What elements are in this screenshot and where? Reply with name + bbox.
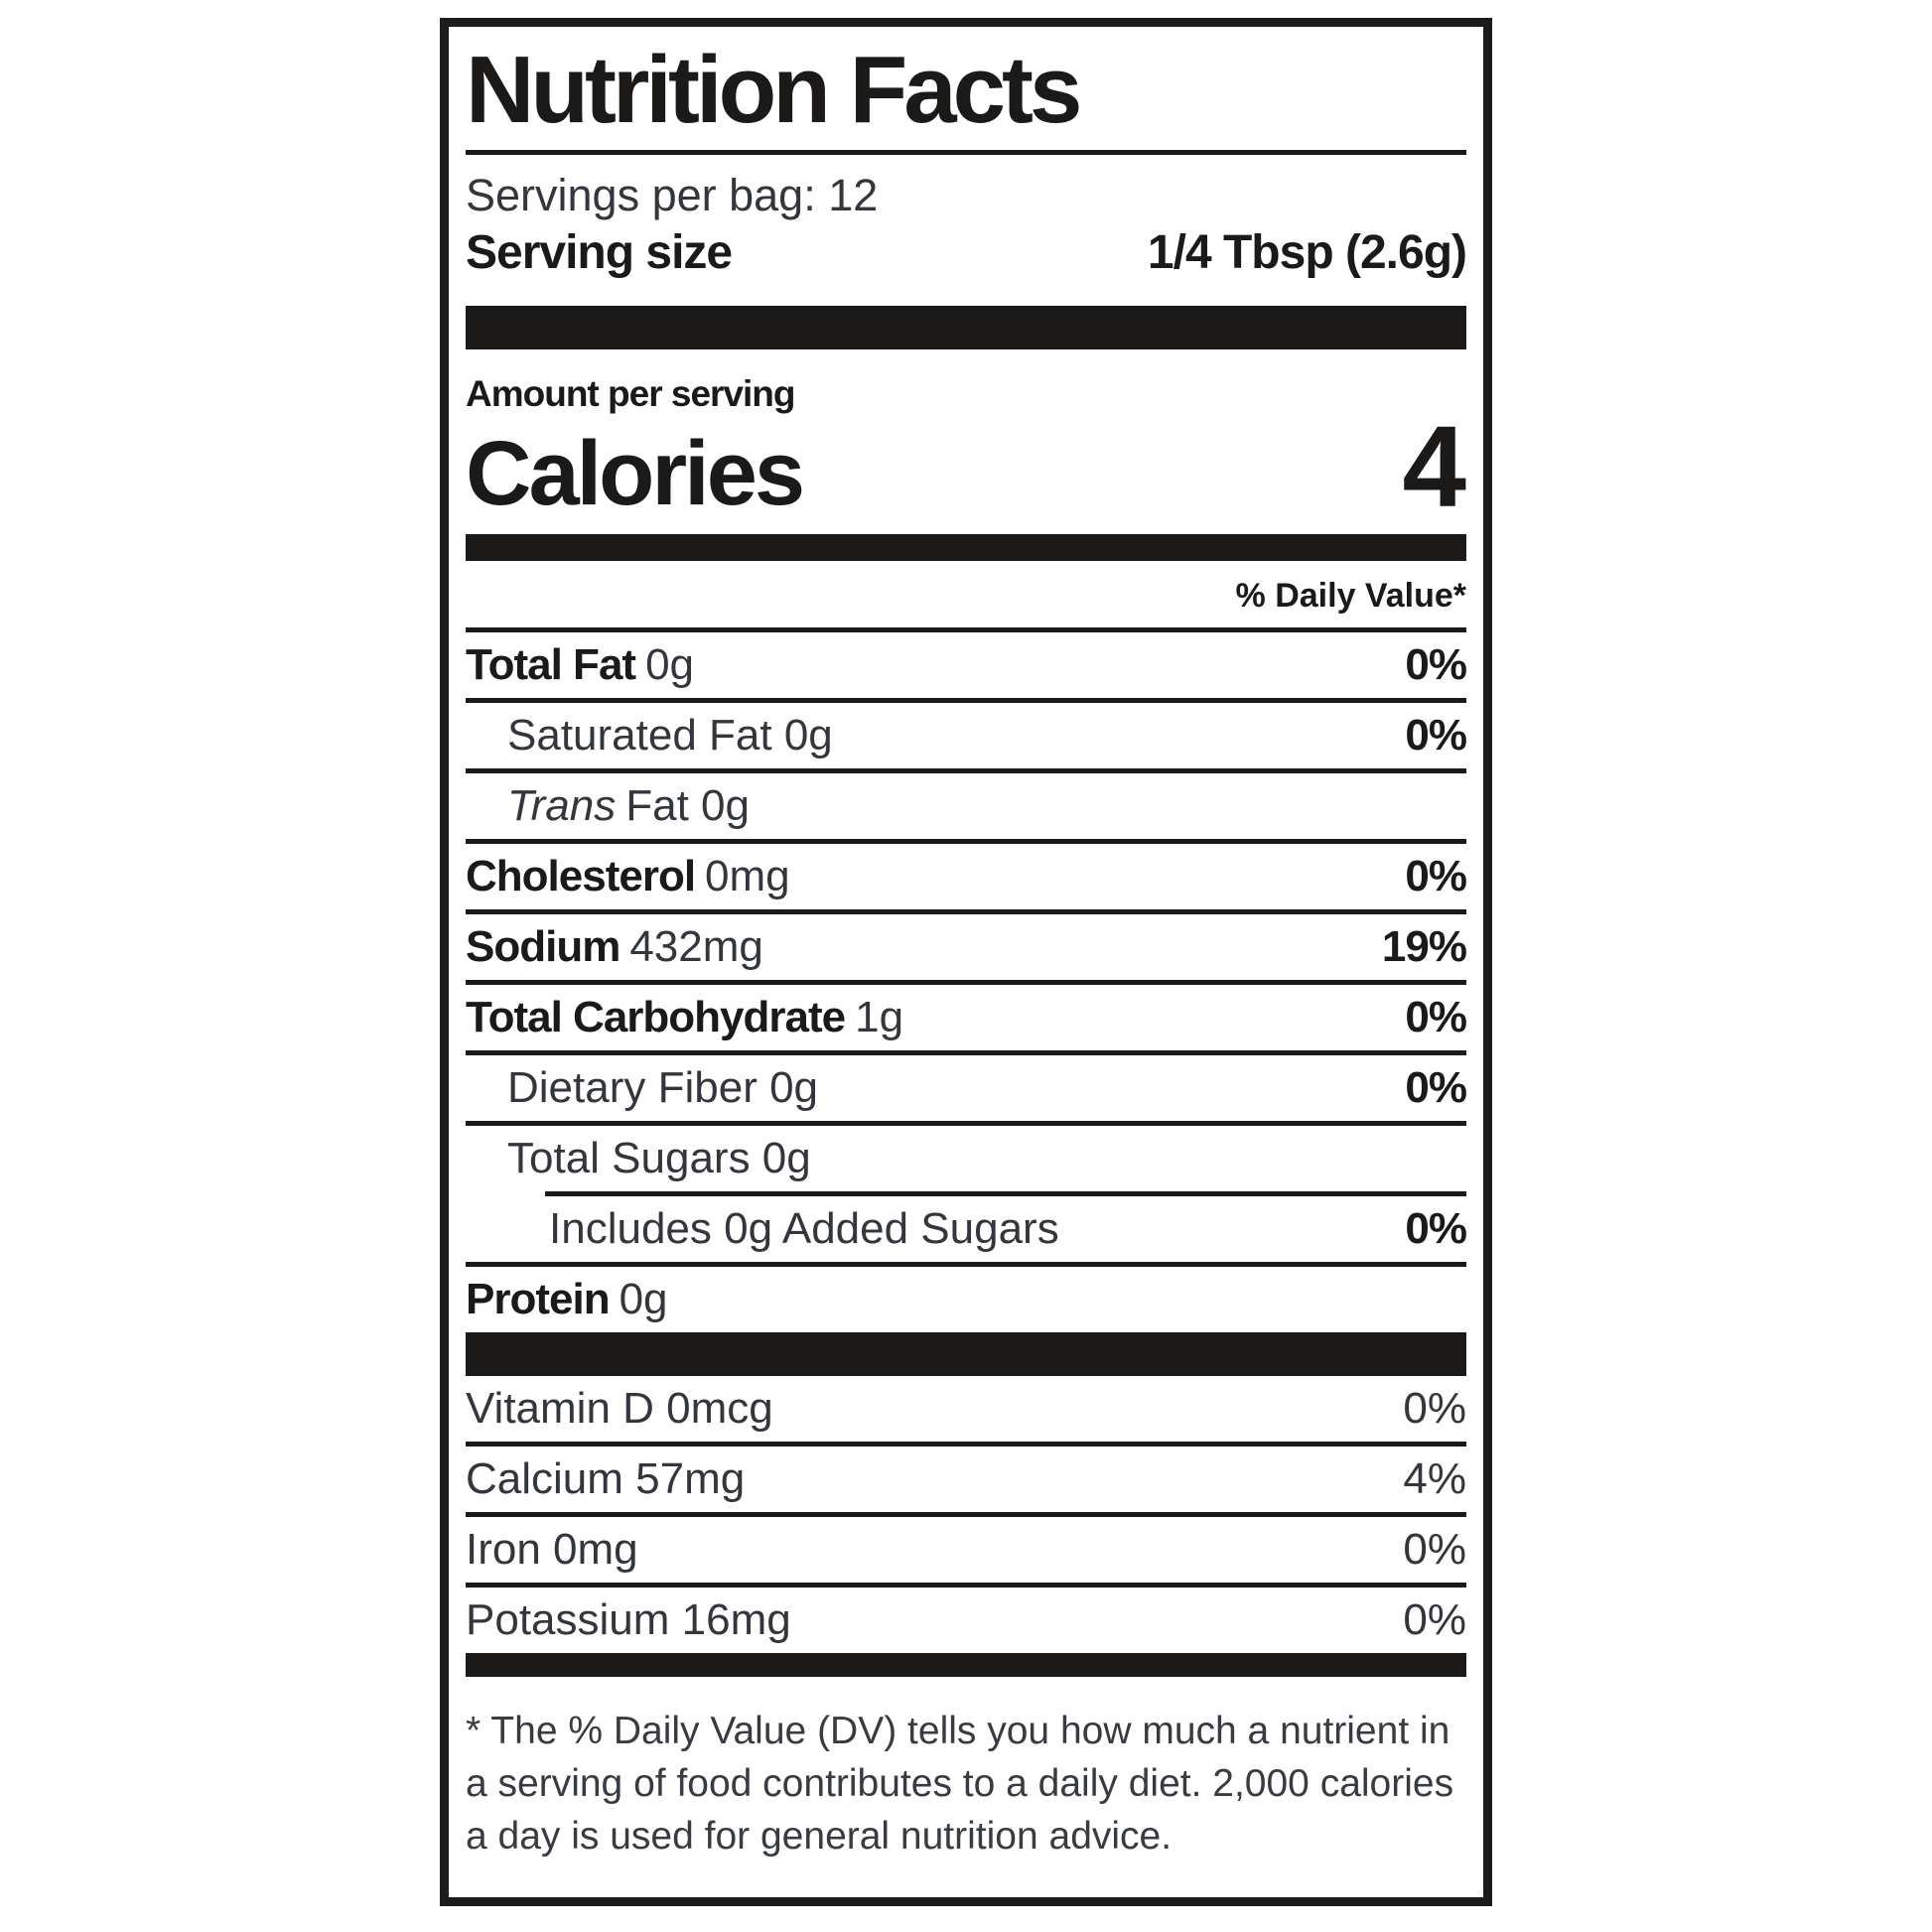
nutrient-row-dietary-fiber: Dietary Fiber 0g 0% [466, 1055, 1467, 1121]
row-divider [466, 838, 1466, 844]
vitamin-row-calcium: Calcium 57mg 4% [466, 1447, 1466, 1512]
label-title: Nutrition Facts [466, 37, 1082, 143]
row-divider [466, 1582, 1466, 1587]
vitamin-row-iron: Iron 0mg 0% [466, 1517, 1466, 1583]
vitamin-row-potassium: Potassium 16mg 0% [466, 1587, 1466, 1653]
nutrient-name: Protein 0g [466, 1274, 668, 1323]
nutrient-row-sodium: Sodium 432mg 19% [466, 914, 1467, 980]
nutrient-row-trans-fat: Trans Fat 0g [466, 773, 1466, 839]
nutrient-name: Dietary Fiber 0g [507, 1062, 819, 1112]
vitamin-dv: 0% [1403, 1383, 1466, 1433]
nutrient-name: Includes 0g Added Sugars [549, 1203, 1059, 1253]
nutrient-name: Total Carbohydrate 1g [466, 992, 904, 1041]
medium-divider-under-calories [466, 533, 1466, 561]
row-divider-indented [545, 1190, 1466, 1196]
nutrient-row-saturated-fat: Saturated Fat 0g 0% [466, 703, 1467, 768]
nutrition-facts-label: Nutrition Facts Servings per bag: 12 Ser… [440, 18, 1492, 1906]
row-divider [466, 697, 1466, 703]
nutrient-row-added-sugars: Includes 0g Added Sugars 0% [466, 1196, 1467, 1262]
nutrient-dv: 0% [1405, 992, 1467, 1041]
vitamin-name: Vitamin D 0mcg [466, 1383, 773, 1433]
daily-value-footnote: * The % Daily Value (DV) tells you how m… [466, 1709, 1454, 1858]
calories-value: 4 [1402, 401, 1466, 531]
medium-divider-footnote [466, 1652, 1466, 1677]
nutrient-dv: 0% [1405, 639, 1467, 689]
serving-size-row: Serving size 1/4 Tbsp (2.6g) [466, 225, 1467, 280]
thick-divider-top [466, 305, 1466, 349]
vitamin-dv: 0% [1403, 1524, 1466, 1574]
nutrient-dv: 0% [1405, 1062, 1467, 1112]
nutrient-dv: 0% [1405, 710, 1467, 759]
nutrient-name: Total Sugars 0g [507, 1133, 811, 1182]
row-divider [466, 1120, 1466, 1126]
nutrient-dv: 0% [1405, 851, 1467, 900]
vitamin-name: Calcium 57mg [466, 1453, 746, 1503]
nutrient-name: Total Fat 0g [466, 639, 695, 689]
serving-size-value: 1/4 Tbsp (2.6g) [1147, 225, 1467, 279]
nutrient-name: Trans Fat 0g [507, 780, 750, 830]
nutrient-row-total-fat: Total Fat 0g 0% [466, 632, 1467, 698]
divider-under-dv-header [466, 626, 1466, 632]
row-divider [466, 1511, 1466, 1517]
serving-size-label: Serving size [466, 225, 733, 279]
vitamin-row-vitamin-d: Vitamin D 0mcg 0% [466, 1376, 1466, 1442]
servings-per-bag-text: Servings per bag: 12 [466, 169, 879, 220]
row-divider [466, 767, 1466, 773]
nutrient-dv: 0% [1405, 1203, 1467, 1253]
nutrient-row-total-sugars: Total Sugars 0g [466, 1126, 1466, 1191]
vitamin-dv: 0% [1403, 1594, 1466, 1644]
calories-row: Calories 4 [466, 409, 1466, 524]
row-divider [466, 1049, 1466, 1055]
daily-value-header: % Daily Value* [1235, 576, 1466, 615]
nutrient-name: Saturated Fat 0g [507, 710, 833, 759]
nutrient-name: Cholesterol 0mg [466, 851, 790, 900]
nutrient-row-cholesterol: Cholesterol 0mg 0% [466, 844, 1467, 909]
row-divider [466, 979, 1466, 985]
row-divider [466, 908, 1466, 914]
calories-label: Calories [466, 422, 805, 524]
nutrient-row-protein: Protein 0g [466, 1267, 1466, 1332]
thick-divider-vitamins [466, 1331, 1466, 1376]
amount-per-serving-label: Amount per serving [466, 372, 796, 414]
nutrient-row-total-carbohydrate: Total Carbohydrate 1g 0% [466, 985, 1467, 1050]
divider-under-title [466, 149, 1466, 155]
nutrient-name: Sodium 432mg [466, 921, 763, 971]
vitamin-name: Potassium 16mg [466, 1594, 791, 1644]
vitamin-dv: 4% [1403, 1453, 1466, 1503]
nutrient-dv: 19% [1381, 921, 1467, 971]
vitamin-name: Iron 0mg [466, 1524, 638, 1574]
row-divider [466, 1261, 1466, 1267]
row-divider [466, 1441, 1466, 1447]
